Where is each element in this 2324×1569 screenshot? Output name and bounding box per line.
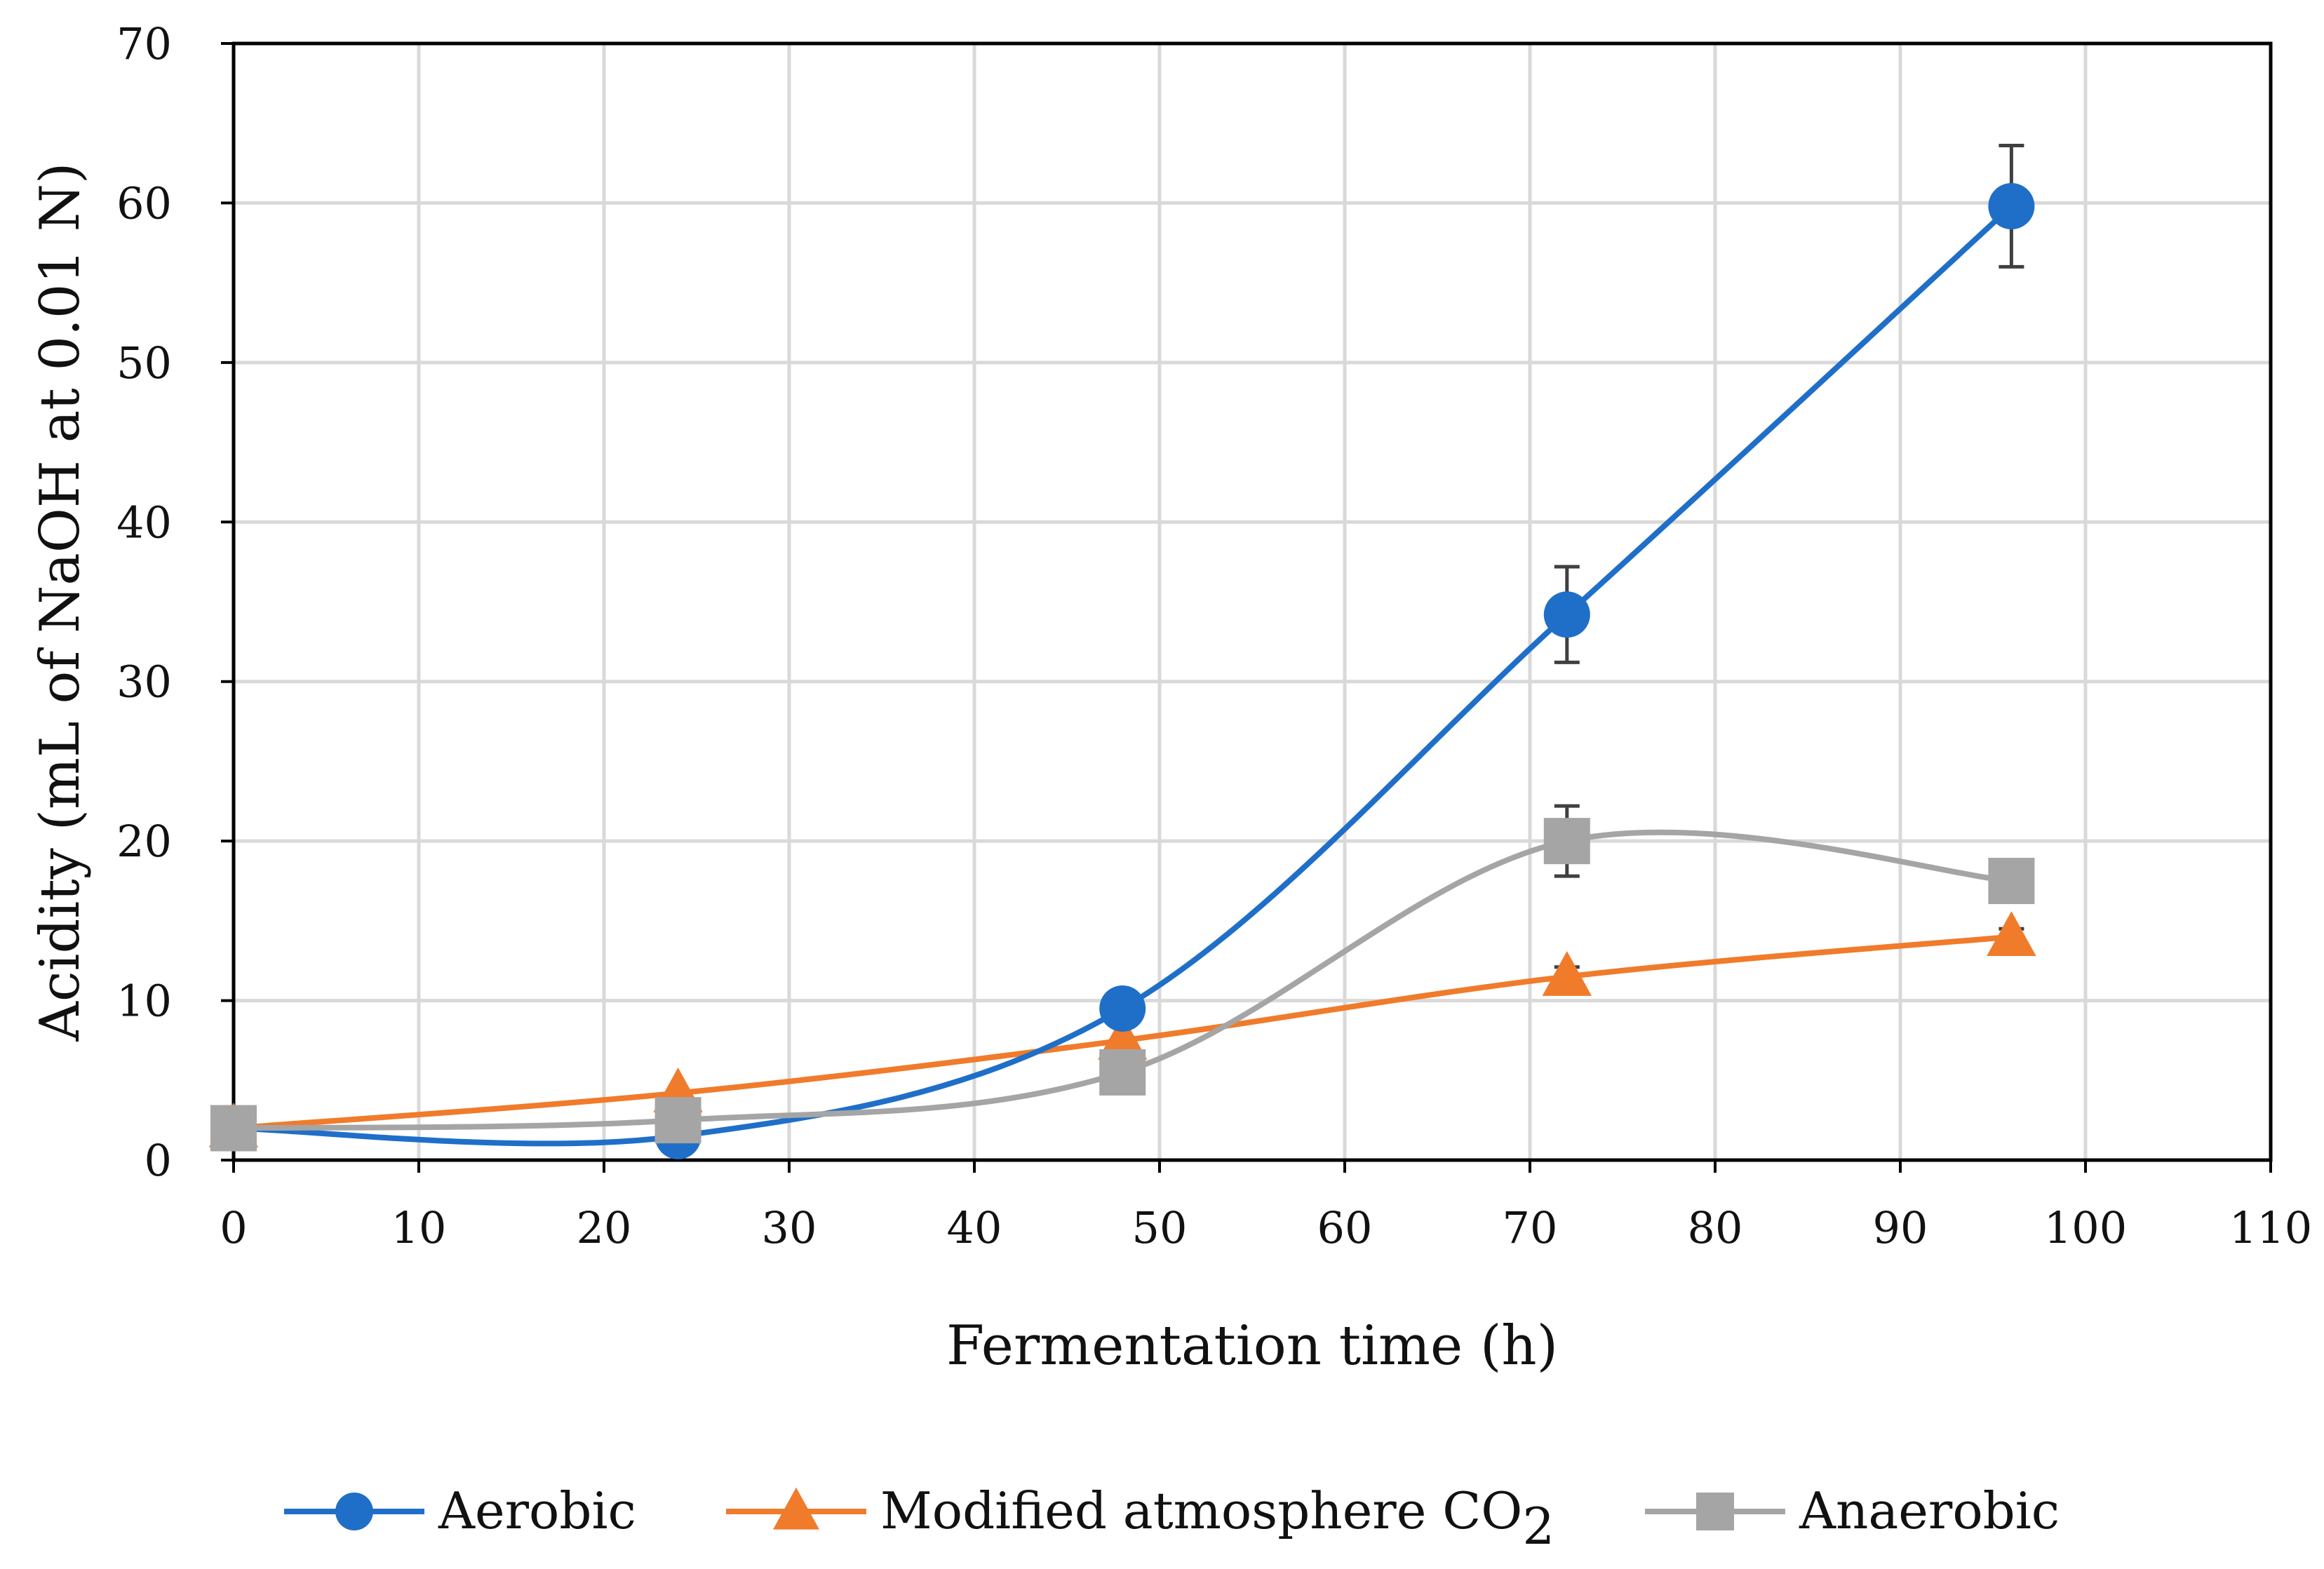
x-axis-title: Fermentation time (h) — [946, 1314, 1558, 1378]
series-layer — [208, 144, 2036, 1159]
x-axis-ticks: 0 10 20 30 40 50 60 70 80 90 100 110 — [220, 1160, 2312, 1253]
legend-entry: Modified atmosphere CO2 — [726, 1481, 1554, 1556]
legend-entry: Anaerobic — [1645, 1481, 2060, 1540]
legend-marker — [1696, 1493, 1734, 1530]
data-point — [1542, 950, 1592, 996]
data-point — [1543, 818, 1590, 865]
data-point — [654, 1097, 701, 1144]
x-tick-label: 0 — [220, 1202, 247, 1253]
data-point — [210, 1105, 257, 1152]
legend-marker — [335, 1493, 373, 1530]
legend-label-text: Aerobic — [438, 1481, 636, 1540]
y-tick-label: 70 — [116, 18, 172, 69]
legend: Aerobic Modified atmosphere CO2 Anaerobic — [284, 1481, 2060, 1556]
legend-label-subscript: 2 — [1522, 1497, 1554, 1556]
x-tick-label: 50 — [1132, 1202, 1188, 1253]
y-tick-label: 0 — [145, 1135, 172, 1186]
y-axis-title: Acidity (mL of NaOH at 0.01 N) — [29, 163, 92, 1042]
y-tick-label: 20 — [116, 816, 172, 867]
x-tick-label: 110 — [2229, 1202, 2312, 1253]
series-anaerobic — [210, 804, 2035, 1152]
y-tick-label: 10 — [116, 976, 172, 1027]
legend-label-text: Anaerobic — [1799, 1481, 2060, 1540]
x-tick-label: 70 — [1503, 1202, 1558, 1253]
x-tick-label: 30 — [762, 1202, 817, 1253]
y-tick-label: 60 — [116, 177, 172, 229]
legend-label: Anaerobic — [1799, 1481, 2060, 1540]
x-tick-label: 90 — [1873, 1202, 1928, 1253]
x-tick-label: 80 — [1688, 1202, 1743, 1253]
data-point — [1988, 182, 2035, 229]
legend-label: Modified atmosphere CO2 — [880, 1481, 1554, 1556]
data-point — [1099, 985, 1146, 1032]
x-tick-label: 60 — [1317, 1202, 1373, 1253]
legend-marker — [773, 1487, 819, 1530]
x-tick-label: 20 — [577, 1202, 632, 1253]
data-point — [1987, 911, 2036, 956]
data-point — [1099, 1049, 1146, 1096]
x-tick-label: 10 — [391, 1202, 447, 1253]
y-tick-label: 40 — [116, 497, 172, 548]
legend-entry: Aerobic — [284, 1481, 636, 1540]
series-line — [233, 204, 2014, 1147]
x-tick-label: 100 — [2044, 1202, 2127, 1253]
x-tick-label: 40 — [947, 1202, 1002, 1253]
data-point — [1098, 1014, 1148, 1060]
y-tick-label: 50 — [116, 337, 172, 389]
data-point — [1988, 858, 2035, 904]
y-axis-ticks: 0 10 20 30 40 50 60 70 — [116, 18, 234, 1186]
data-point — [1543, 591, 1590, 638]
y-tick-label: 30 — [116, 656, 172, 708]
legend-label: Aerobic — [438, 1481, 636, 1540]
plot-area-frame — [231, 41, 2273, 1162]
legend-label-text: Modified atmosphere CO — [880, 1481, 1522, 1540]
